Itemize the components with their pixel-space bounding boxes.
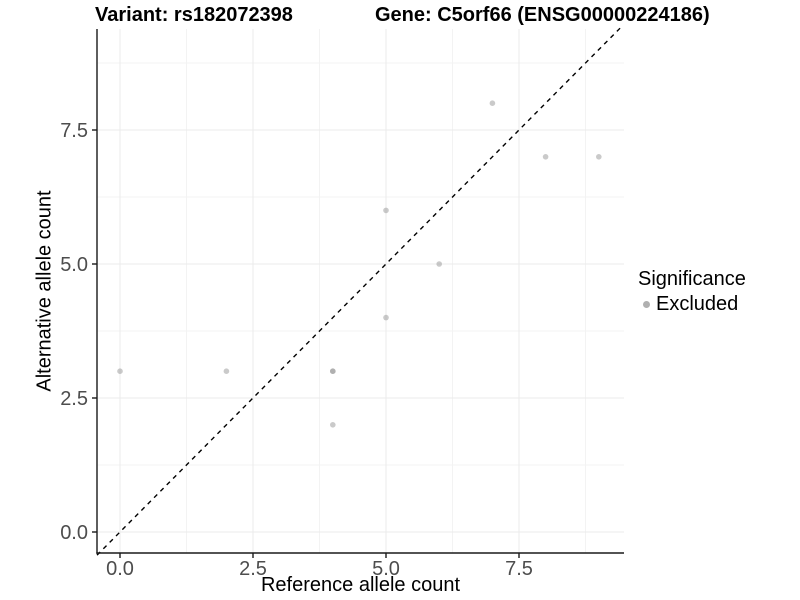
data-point (596, 154, 602, 160)
data-point (436, 261, 443, 267)
data-point (542, 154, 549, 160)
y-tick-label: 7.5 (60, 120, 88, 142)
x-tick-label: 7.5 (505, 558, 533, 580)
identity-diagonal-line (96, 24, 624, 556)
data-point (330, 368, 336, 375)
x-tick-label: 5.0 (372, 558, 400, 580)
legend-title: Significance (638, 268, 746, 290)
data-point (223, 368, 230, 375)
data-point (383, 314, 389, 321)
data-point (330, 422, 336, 428)
legend-entry-excluded: Excluded (638, 293, 746, 316)
x-tick-label: 2.5 (239, 558, 267, 580)
plot-title-gene: Gene: C5orf66 (ENSG00000224186) (375, 4, 710, 26)
data-point (489, 100, 496, 106)
y-tick-label: 5.0 (60, 254, 88, 276)
legend-entry-label: Excluded (656, 293, 739, 315)
data-point (117, 368, 123, 375)
data-point (383, 207, 389, 214)
x-axis-title: Reference allele count (260, 574, 460, 596)
y-tick-label: 2.5 (60, 388, 88, 410)
y-tick-label: 0.0 (60, 522, 88, 544)
legend-key-point-icon (643, 301, 650, 308)
legend: Significance Excluded (638, 268, 746, 316)
plot-title-variant: Variant: rs182072398 (95, 4, 293, 26)
y-axis-title: Alternative allele count (33, 190, 56, 392)
x-tick-label: 0.0 (106, 558, 134, 580)
